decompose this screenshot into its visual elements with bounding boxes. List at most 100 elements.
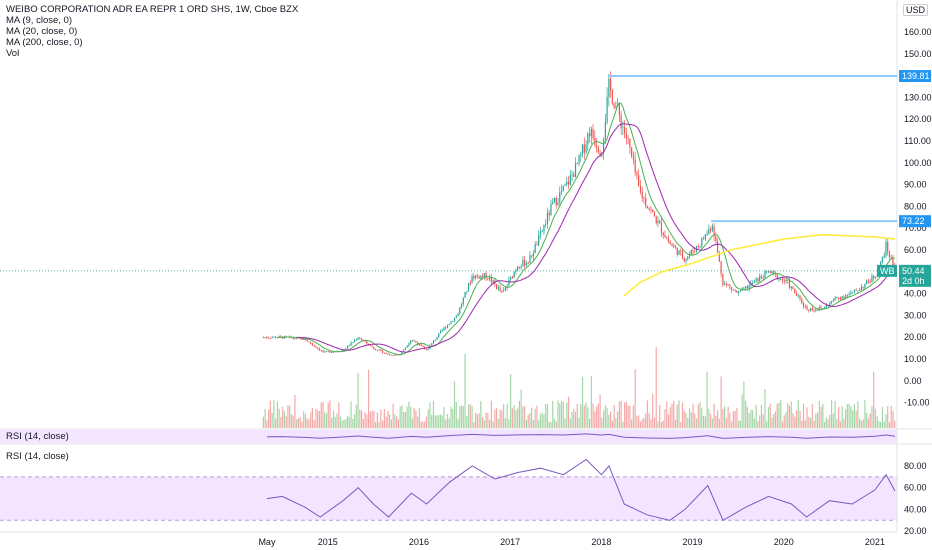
candle-body xyxy=(660,223,663,233)
price-tick-label: 10.00 xyxy=(904,354,927,364)
volume-bar xyxy=(666,401,668,428)
candle-body xyxy=(538,235,540,245)
candle-body xyxy=(690,250,692,255)
volume-bar xyxy=(404,412,407,428)
volume-bar xyxy=(592,403,594,428)
candle-body xyxy=(809,308,812,311)
volume-bar xyxy=(508,419,510,428)
rsi-pane-label-2[interactable]: RSI (14, close) xyxy=(6,451,69,462)
volume-bar xyxy=(780,400,782,428)
volume-bar xyxy=(320,402,322,428)
volume-bar xyxy=(634,369,636,428)
candle-body xyxy=(716,241,719,253)
candle-body xyxy=(780,278,782,280)
volume-bar xyxy=(445,419,447,428)
candle-body xyxy=(830,300,833,303)
volume-bar xyxy=(857,401,859,428)
candle-body xyxy=(776,274,778,280)
candle-body xyxy=(685,259,687,262)
volume-bar xyxy=(406,406,408,428)
volume-bar xyxy=(390,419,392,428)
volume-bar xyxy=(822,403,824,428)
candle-body xyxy=(832,300,834,302)
volume-bar xyxy=(527,414,529,428)
legend-vol[interactable]: Vol xyxy=(6,48,20,59)
volume-bar xyxy=(888,421,891,428)
volume-bar xyxy=(353,414,356,428)
volume-bar xyxy=(583,405,585,428)
volume-bar xyxy=(887,406,889,428)
candle-body xyxy=(431,343,433,346)
volume-bar xyxy=(332,410,335,428)
volume-bar xyxy=(322,401,324,428)
candle-body xyxy=(624,127,626,134)
candle-body xyxy=(353,340,356,343)
volume-bar xyxy=(834,400,836,428)
volume-bar xyxy=(306,418,308,428)
volume-bar xyxy=(371,410,373,428)
volume-bar xyxy=(732,411,734,428)
candle-body xyxy=(724,283,726,285)
candle-body xyxy=(725,283,727,285)
currency-button[interactable]: USD xyxy=(903,4,929,16)
volume-bar xyxy=(618,401,620,428)
volume-bar xyxy=(655,347,657,428)
candle-body xyxy=(785,279,787,282)
candle-body xyxy=(550,203,552,216)
volume-bar xyxy=(357,372,359,428)
volume-bar xyxy=(738,420,740,428)
legend-ma9[interactable]: MA (9, close, 0) xyxy=(6,15,72,26)
candle-body xyxy=(404,347,407,350)
volume-bar xyxy=(674,419,677,428)
volume-bar xyxy=(285,416,287,428)
candle-body xyxy=(729,285,731,288)
volume-bar xyxy=(346,415,349,428)
volume-bar xyxy=(808,416,810,428)
candle-body xyxy=(383,352,385,354)
time-tick-label: 2018 xyxy=(591,537,611,547)
time-tick-label: 2019 xyxy=(683,537,703,547)
volume-bar xyxy=(773,414,775,428)
volume-bar xyxy=(525,419,528,428)
candle-body xyxy=(836,297,838,299)
candle-body xyxy=(452,321,454,322)
candle-body xyxy=(296,337,298,339)
candle-body xyxy=(662,232,664,236)
candle-body xyxy=(466,291,468,293)
candle-body xyxy=(648,208,650,210)
rsi-pane-label-1[interactable]: RSI (14, close) xyxy=(6,431,69,442)
volume-bar xyxy=(380,409,382,428)
volume-bar xyxy=(280,417,282,428)
legend-ma200[interactable]: MA (200, close, 0) xyxy=(6,37,83,48)
volume-bar xyxy=(708,408,710,428)
candle-body xyxy=(548,212,550,216)
candle-body xyxy=(622,127,624,129)
symbol-title[interactable]: WEIBO CORPORATION ADR EA REPR 1 ORD SHS,… xyxy=(6,4,299,15)
volume-bar xyxy=(781,421,784,428)
legend-ma20[interactable]: MA (20, close, 0) xyxy=(6,26,78,37)
volume-bar xyxy=(541,412,543,428)
volume-bar xyxy=(631,419,633,428)
volume-bar xyxy=(417,416,419,428)
candle-body xyxy=(481,275,484,277)
price-tick-label: 160.00 xyxy=(904,27,932,37)
volume-bar xyxy=(273,400,275,428)
candle-body xyxy=(374,348,377,351)
volume-bar xyxy=(506,404,508,428)
candle-body xyxy=(697,246,699,247)
volume-bar xyxy=(881,407,884,428)
volume-bar xyxy=(718,418,720,428)
candle-body xyxy=(525,262,528,266)
candle-body xyxy=(873,275,875,278)
volume-bar xyxy=(610,411,612,428)
volume-bar xyxy=(578,417,580,428)
volume-bar xyxy=(876,416,878,428)
candle-body xyxy=(497,287,499,289)
candle-body xyxy=(476,275,478,277)
candle-body xyxy=(673,246,675,248)
volume-bar xyxy=(548,421,550,428)
volume-bar xyxy=(460,405,463,428)
candle-body xyxy=(790,286,792,288)
candle-body xyxy=(557,202,559,206)
